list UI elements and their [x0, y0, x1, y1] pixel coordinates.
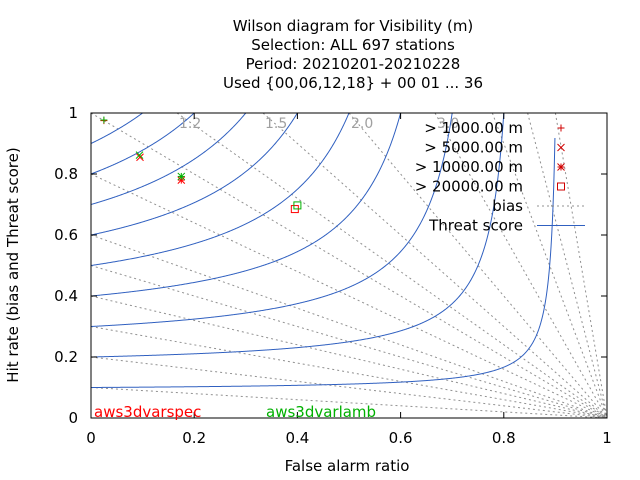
chart-title-line: Wilson diagram for Visibility (m): [233, 17, 474, 35]
y-tick-label: 0.8: [54, 165, 78, 183]
marker-stroke: [135, 151, 144, 159]
legend-label: > 1000.00 m: [424, 119, 523, 137]
threat-score-curve: [91, 113, 505, 358]
threat-score-curve: [91, 113, 350, 266]
y-tick-label: 0.4: [54, 287, 78, 305]
bias-label: 3.0: [437, 116, 459, 132]
chart-title-line: Selection: ALL 697 stations: [251, 36, 455, 54]
bias-line: [91, 387, 607, 418]
chart-title: Wilson diagram for Visibility (m)Selecti…: [223, 17, 483, 92]
data-point-aws3dvarlamb-2: [177, 172, 186, 181]
series-label-aws3dvarspec: aws3dvarspec: [94, 403, 201, 421]
threat-score-curve: [91, 113, 195, 175]
bias-line: [527, 113, 607, 418]
threat-score-curve: [91, 113, 453, 327]
threat-score-curve: [91, 113, 298, 236]
marker-stroke: [557, 163, 565, 171]
bias-line: [348, 113, 607, 418]
marker-stroke: [177, 176, 186, 184]
threat-score-curve: [91, 113, 402, 297]
data-point-aws3dvarlamb-3: [293, 201, 302, 210]
y-tick-label: 0: [68, 409, 78, 427]
y-axis-label: Hit rate (bias and Threat score): [4, 147, 22, 382]
data-point-aws3dvarspec-1: [136, 153, 144, 162]
chart-title-line: Period: 20210201-20210228: [246, 55, 461, 73]
legend-marker-cross: [557, 143, 565, 152]
bias-line: [554, 113, 607, 418]
marker-stroke: [136, 153, 144, 162]
marker-stroke: [557, 182, 565, 191]
legend: > 1000.00 m > 5000.00 m> 10000.00 m > 2000…: [415, 119, 585, 235]
bias-line: [91, 326, 607, 418]
y-tick-label: 0.6: [54, 226, 78, 244]
marker-stroke: [293, 201, 302, 210]
plot-area: 1.2 1.5 2.0 3.0: [91, 113, 607, 418]
legend-label: > 5000.00 m: [424, 139, 523, 157]
legend-label: > 10000.00 m: [415, 158, 523, 176]
data-point-aws3dvarlamb-0: [100, 116, 108, 124]
legend-marker-square: [557, 182, 565, 191]
plot-frame: [90, 112, 608, 419]
legend-label: bias: [492, 197, 523, 215]
y-tick-label: 0.2: [54, 348, 78, 366]
plot-clipped-group: [91, 113, 607, 418]
threat-score-curve: [91, 113, 247, 205]
marker-stroke: [177, 172, 186, 181]
legend-label: Threat score: [428, 217, 523, 235]
bias-line: [91, 356, 607, 418]
bias-line: [176, 113, 607, 418]
x-tick-label: 0.2: [182, 429, 206, 447]
bias-label: 1.2: [179, 116, 201, 132]
x-tick-label: 0.4: [285, 429, 309, 447]
x-tick-label: 0.6: [389, 429, 413, 447]
y-tick-label: 1: [68, 104, 78, 122]
series-label-aws3dvarlamb: aws3dvarlamb: [266, 403, 376, 421]
data-point-aws3dvarlamb-1: [135, 151, 144, 159]
legend-marker-star: [557, 163, 565, 171]
x-tick-label: 0.8: [492, 429, 516, 447]
legend-marker-plus: [557, 124, 565, 132]
bias-line: [91, 113, 607, 418]
marker-stroke: [557, 143, 565, 152]
chart-title-line: Used {00,06,12,18} + 00 01 ... 36: [223, 74, 483, 92]
x-axis-label: False alarm ratio: [285, 457, 410, 475]
bias-label: 1.5: [265, 116, 287, 132]
bias-line: [91, 234, 607, 418]
threat-score-curve: [91, 113, 144, 144]
bias-label: 2.0: [351, 116, 373, 132]
legend-label: > 20000.00 m: [415, 178, 523, 196]
x-tick-label: 0: [86, 429, 96, 447]
bias-line: [491, 113, 607, 418]
bias-line: [434, 113, 607, 418]
bias-line: [91, 173, 607, 418]
axes: 0 0.2 0.4 0.6 0.8 1 0 0.2 0.4 0.6 0.8 1 aws3dvarspec…: [54, 104, 612, 447]
threat-score-curve: [91, 137, 556, 388]
x-tick-label: 1: [602, 429, 612, 447]
bias-line: [91, 295, 607, 418]
